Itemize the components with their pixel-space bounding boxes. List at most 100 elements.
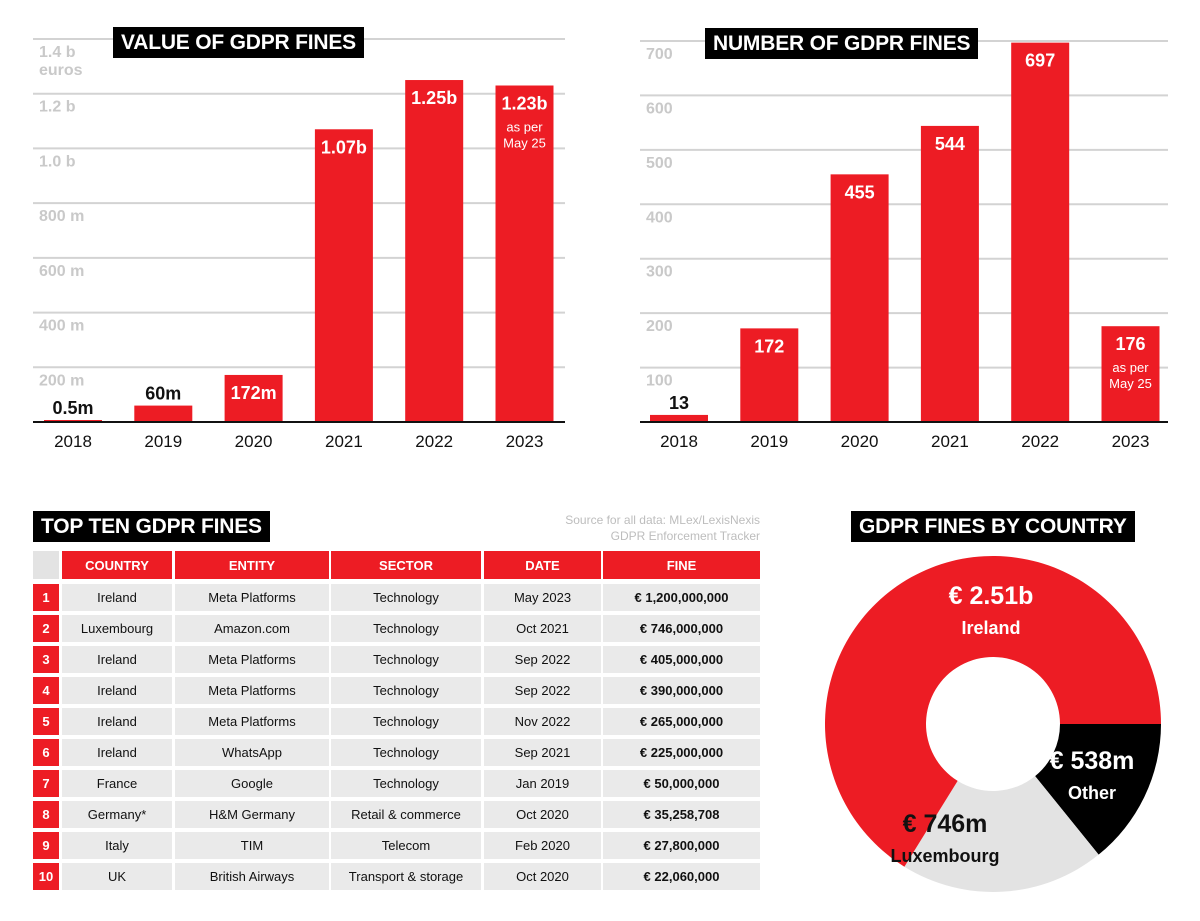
sector-cell: Transport & storage: [331, 863, 481, 890]
rank-cell: 9: [33, 832, 59, 859]
bar-annotation: May 25: [503, 136, 546, 151]
bar-annotation: as per: [506, 120, 543, 135]
date-cell: Sep 2021: [484, 739, 601, 766]
sector-cell: Telecom: [331, 832, 481, 859]
bar-value-label: 60m: [145, 384, 181, 404]
bar: [1101, 326, 1160, 422]
fine-cell: € 22,060,000: [603, 863, 760, 890]
y-tick-label: 1.4 b: [39, 44, 76, 61]
fine-cell: € 746,000,000: [603, 615, 760, 642]
y-tick-label: 100: [646, 373, 673, 390]
bar-value-label: 544: [935, 134, 965, 154]
table-title: TOP TEN GDPR FINES: [33, 511, 270, 542]
bar: [224, 374, 283, 422]
bar: [830, 174, 889, 422]
rank-cell: 10: [33, 863, 59, 890]
bar: [650, 414, 708, 422]
entity-cell: TIM: [175, 832, 329, 859]
fine-cell: € 390,000,000: [603, 677, 760, 704]
country-chart-title: GDPR FINES BY COUNTRY: [851, 511, 1135, 542]
country-cell: Ireland: [62, 739, 172, 766]
entity-cell: Meta Platforms: [175, 708, 329, 735]
date-cell: May 2023: [484, 584, 601, 611]
bar: [314, 129, 373, 422]
sector-cell: Technology: [331, 708, 481, 735]
entity-cell: British Airways: [175, 863, 329, 890]
header-entity: ENTITY: [175, 551, 329, 579]
y-tick-label: 600: [646, 100, 673, 117]
date-cell: Sep 2022: [484, 677, 601, 704]
y-tick-label: 400 m: [39, 318, 84, 335]
x-tick-label: 2022: [1021, 432, 1059, 451]
fine-cell: € 225,000,000: [603, 739, 760, 766]
bar-value-label: 0.5m: [52, 398, 93, 418]
fine-cell: € 50,000,000: [603, 770, 760, 797]
slice-value-label: € 746m: [903, 810, 988, 838]
slice-name-label: Other: [1068, 783, 1116, 803]
bar: [920, 125, 979, 422]
rank-cell: 2: [33, 615, 59, 642]
entity-cell: Meta Platforms: [175, 646, 329, 673]
fine-cell: € 1,200,000,000: [603, 584, 760, 611]
rank-cell: 4: [33, 677, 59, 704]
y-tick-label: 200 m: [39, 372, 84, 389]
entity-cell: WhatsApp: [175, 739, 329, 766]
value-chart-title: VALUE OF GDPR FINES: [113, 27, 364, 58]
sector-cell: Technology: [331, 770, 481, 797]
country-cell: Italy: [62, 832, 172, 859]
y-tick-label: 1.2 b: [39, 99, 76, 116]
country-cell: Ireland: [62, 584, 172, 611]
country-cell: Germany*: [62, 801, 172, 828]
y-tick-label: 800 m: [39, 208, 84, 225]
slice-name-label: Luxembourg: [890, 846, 999, 866]
x-tick-label: 2022: [415, 432, 453, 451]
sector-cell: Technology: [331, 677, 481, 704]
sector-cell: Retail & commerce: [331, 801, 481, 828]
rank-cell: 3: [33, 646, 59, 673]
rank-cell: 5: [33, 708, 59, 735]
country-cell: France: [62, 770, 172, 797]
country-cell: Ireland: [62, 677, 172, 704]
x-tick-label: 2018: [660, 432, 698, 451]
x-tick-label: 2021: [325, 432, 363, 451]
bar-value-label: 1.25b: [411, 88, 457, 108]
x-tick-label: 2018: [54, 432, 92, 451]
date-cell: Oct 2020: [484, 801, 601, 828]
y-tick-label: 700: [646, 46, 673, 63]
entity-cell: Meta Platforms: [175, 584, 329, 611]
bar-value-label: 697: [1025, 51, 1055, 71]
entity-cell: Amazon.com: [175, 615, 329, 642]
x-tick-label: 2021: [931, 432, 969, 451]
sector-cell: Technology: [331, 584, 481, 611]
bar-value-label: 455: [845, 182, 875, 202]
donut-slice: [904, 776, 1099, 892]
bar-value-label: 176: [1115, 334, 1145, 354]
bar: [495, 85, 554, 422]
entity-cell: Google: [175, 770, 329, 797]
x-tick-label: 2019: [750, 432, 788, 451]
slice-value-label: € 538m: [1050, 747, 1135, 775]
bar-value-label: 172: [754, 336, 784, 356]
y-tick-label: 600 m: [39, 263, 84, 280]
country-cell: UK: [62, 863, 172, 890]
donut-slice: [825, 556, 1161, 867]
slice-name-label: Ireland: [961, 618, 1020, 638]
bar-value-label: 13: [669, 393, 689, 413]
donut-slice: [1035, 724, 1161, 855]
source-line-2: GDPR Enforcement Tracker: [610, 529, 760, 543]
bar: [740, 328, 799, 422]
fine-cell: € 405,000,000: [603, 646, 760, 673]
bar-value-label: 1.07b: [321, 137, 367, 157]
country-cell: Luxembourg: [62, 615, 172, 642]
fine-cell: € 35,258,708: [603, 801, 760, 828]
x-tick-label: 2023: [1112, 432, 1150, 451]
date-cell: Jan 2019: [484, 770, 601, 797]
y-tick-label: 300: [646, 264, 673, 281]
country-cell: Ireland: [62, 708, 172, 735]
y-unit-label: euros: [39, 62, 83, 79]
country-cell: Ireland: [62, 646, 172, 673]
bar-annotation: as per: [1112, 360, 1149, 375]
rank-cell: 7: [33, 770, 59, 797]
sector-cell: Technology: [331, 739, 481, 766]
header-sector: SECTOR: [331, 551, 481, 579]
